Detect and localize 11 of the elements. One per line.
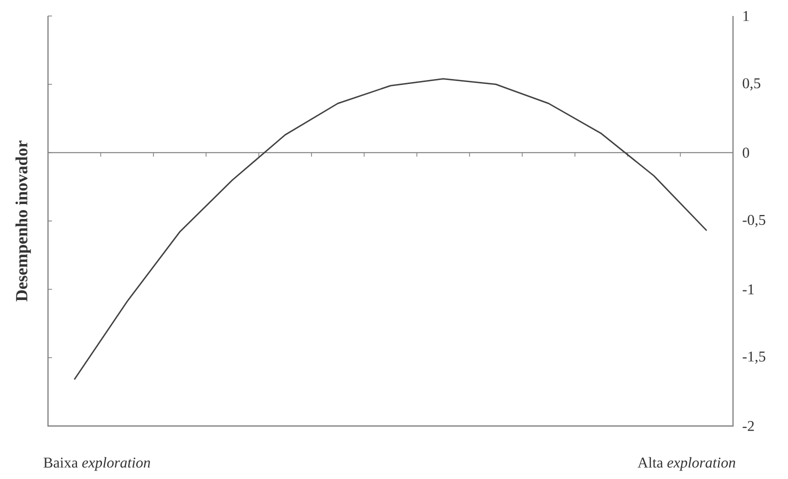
y-tick-label: -0,5 [742, 214, 766, 228]
text: Alta exploration [638, 457, 736, 471]
y-tick-label: 0,5 [742, 78, 760, 90]
line-series [74, 78, 708, 380]
y-tick-label: -1 [742, 284, 754, 294]
y-tick-label: 1 [744, 11, 749, 21]
y-axis-title: Desempenho inovador [15, 140, 31, 302]
text: Baixa exploration [44, 457, 150, 471]
y-tick-label: -2 [742, 421, 754, 431]
y-tick-label: 0 [742, 148, 750, 158]
y-tick-label: -1,5 [742, 352, 766, 364]
